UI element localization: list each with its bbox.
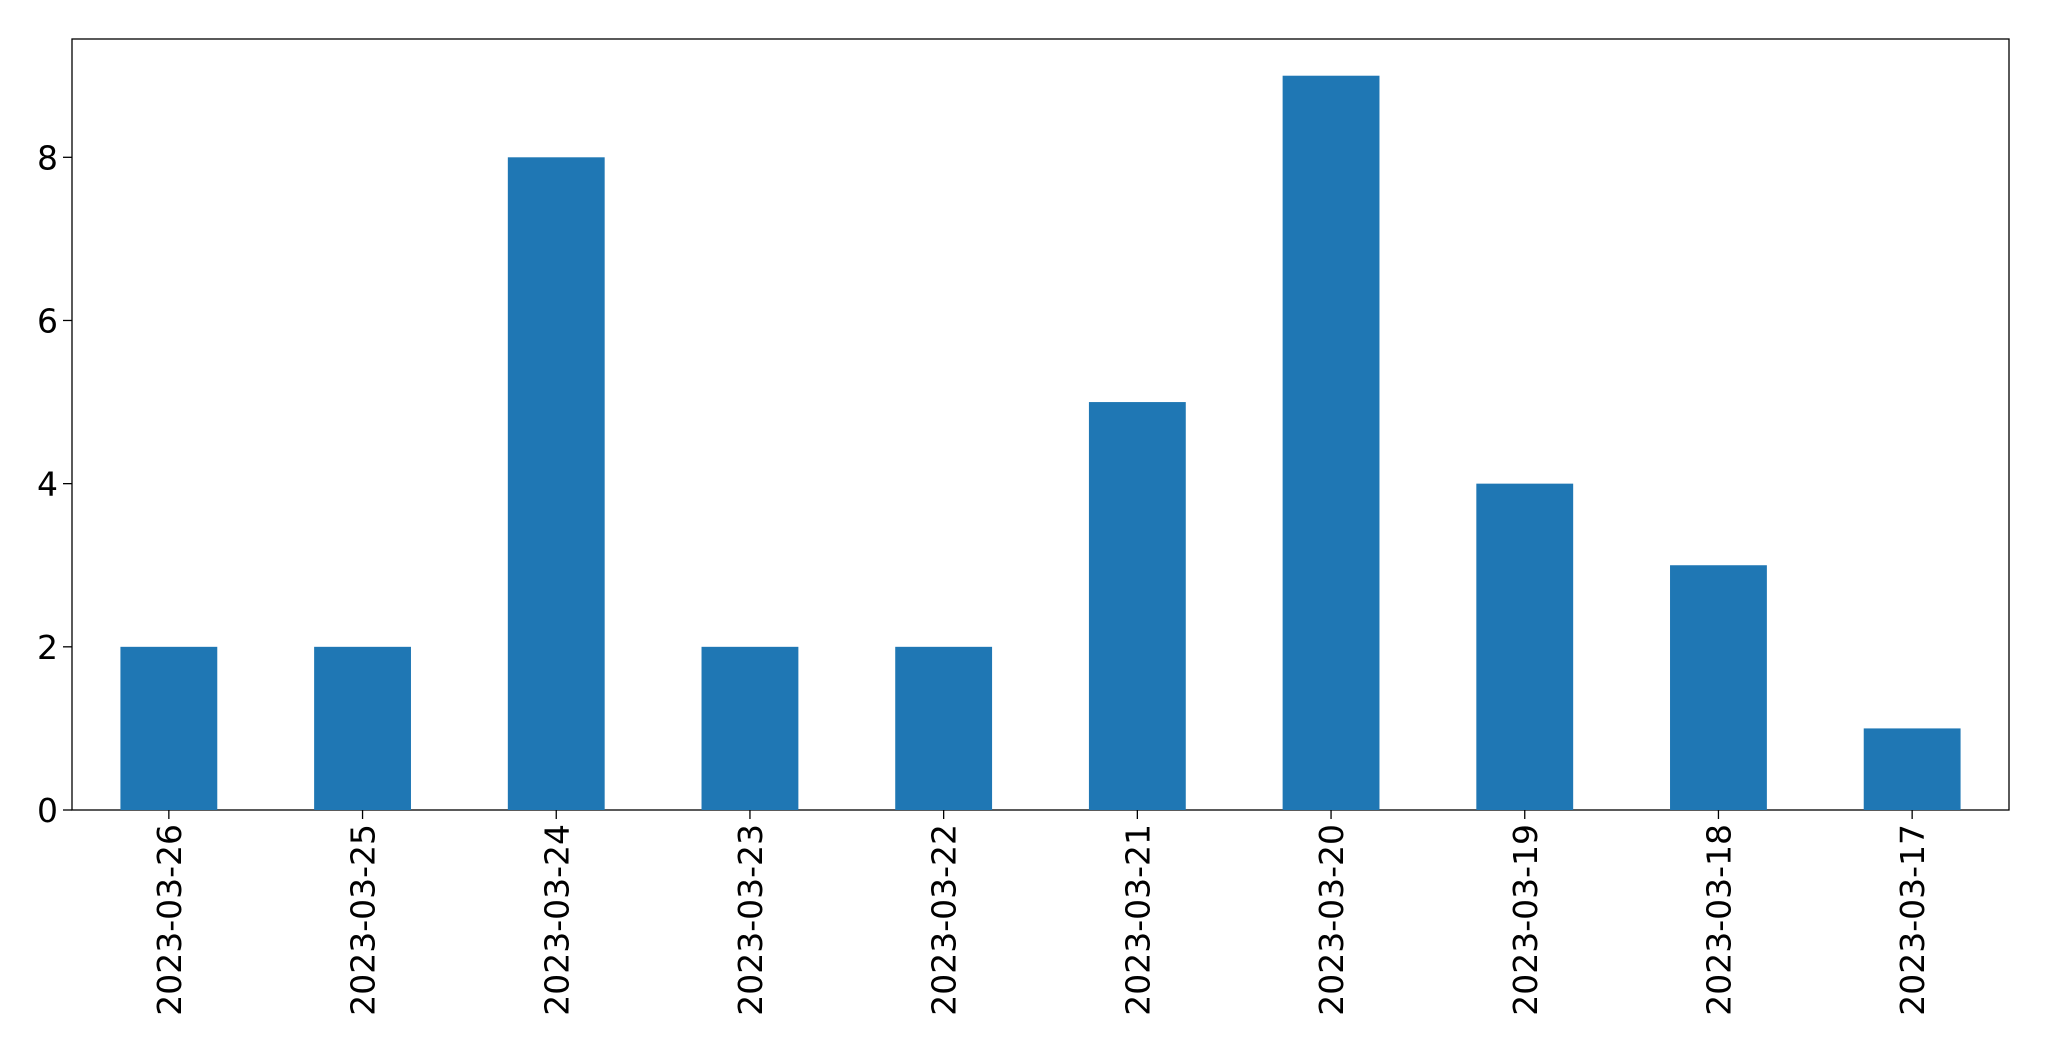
x-tick-label: 2023-03-26: [150, 824, 189, 1016]
x-tick-label: 2023-03-20: [1312, 824, 1351, 1016]
bar: [1670, 565, 1767, 810]
x-tick-label: 2023-03-22: [925, 824, 964, 1016]
bar: [1476, 483, 1574, 810]
bar: [1088, 402, 1186, 810]
x-tick-label: 2023-03-23: [731, 824, 770, 1016]
x-tick-label: 2023-03-21: [1118, 824, 1157, 1016]
bar: [314, 646, 411, 810]
x-tick-label: 2023-03-17: [1893, 824, 1932, 1016]
y-tick-label: 8: [37, 138, 58, 177]
y-tick-label: 4: [37, 465, 58, 504]
y-tick-label: 2: [37, 628, 58, 667]
y-tick-label: 6: [37, 301, 58, 340]
bar: [1282, 75, 1380, 810]
x-tick-label: 2023-03-18: [1699, 824, 1738, 1016]
bar: [120, 646, 218, 810]
bar: [895, 646, 993, 810]
x-tick-label: 2023-03-24: [537, 824, 576, 1016]
y-tick-label: 0: [37, 791, 58, 830]
x-tick-label: 2023-03-19: [1506, 824, 1545, 1016]
x-tick-label: 2023-03-25: [344, 824, 383, 1016]
bar: [507, 157, 605, 811]
bar: [701, 646, 799, 810]
plot-frame: [71, 38, 2010, 811]
bar: [1863, 728, 1961, 810]
